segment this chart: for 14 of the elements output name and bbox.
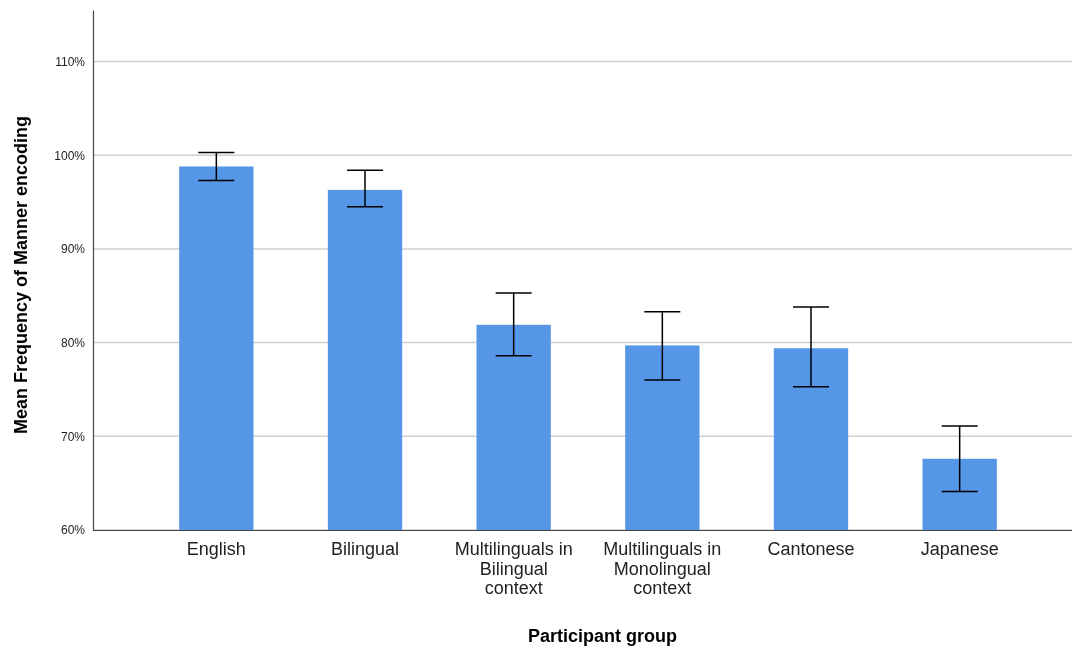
x-tick-label: Cantonese <box>767 538 855 559</box>
x-tick-label: Multilinguals in Monolingual context <box>603 538 722 599</box>
x-axis-title: Participant group <box>527 626 678 646</box>
y-tick-label: 70% <box>60 429 86 444</box>
x-tick-label: Bilingual <box>330 538 400 559</box>
y-tick-label: 60% <box>60 523 86 538</box>
x-tick-label: English <box>186 538 246 559</box>
x-tick-label: Japanese <box>920 538 999 559</box>
y-tick-label: 110% <box>55 54 86 69</box>
y-tick-label: 80% <box>60 335 86 350</box>
y-tick-label: 100% <box>54 148 86 163</box>
x-tick-label: Multilinguals in Bilingual context <box>454 538 573 599</box>
y-tick-label: 90% <box>60 242 86 257</box>
y-axis-title: Mean Frequency of Manner encoding <box>11 115 31 435</box>
